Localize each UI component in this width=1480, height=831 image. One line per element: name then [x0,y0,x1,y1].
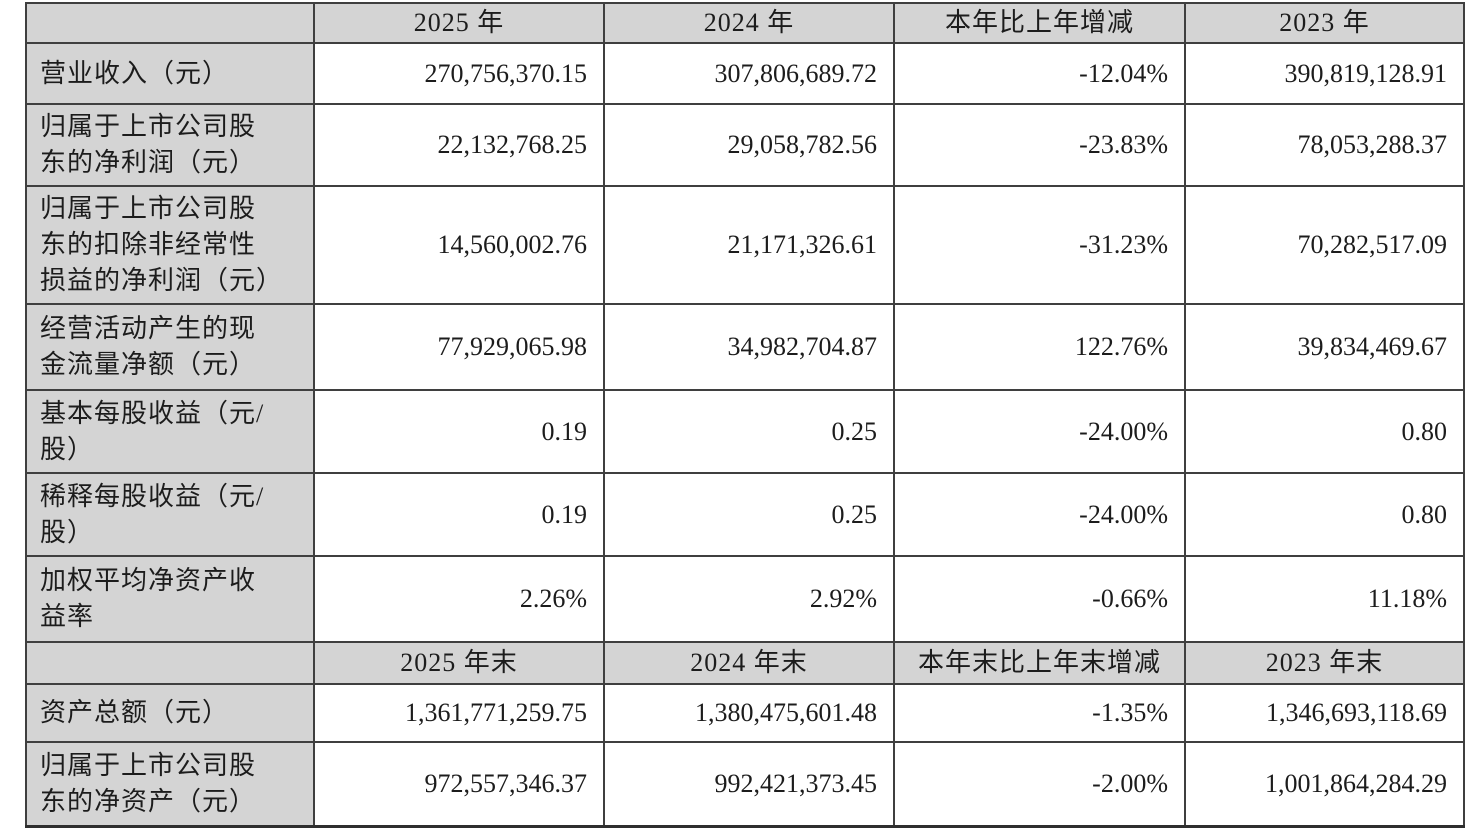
value-cell-2025: 22,132,768.25 [313,103,605,187]
key-accounting-indicators-table: 2025 年 2024 年 本年比上年增减 2023 年 营业收入（元） 270… [25,2,1465,828]
table-row-diluted-eps: 稀释每股收益（元/股） 0.19 0.25 -24.00% 0.80 [25,472,1465,557]
header-2023: 2023 年 [1184,2,1465,44]
row-label: 营业收入（元） [25,42,315,105]
value-cell-2025: 2.26% [313,555,605,643]
header-yoy-change: 本年比上年增减 [893,2,1186,44]
value-cell-2023: 0.80 [1184,472,1465,557]
value-cell-change: -23.83% [893,103,1186,187]
header-row-annual: 2025 年 2024 年 本年比上年增减 2023 年 [25,2,1465,44]
table-row-operating-cash-flow: 经营活动产生的现金流量净额（元） 77,929,065.98 34,982,70… [25,303,1465,391]
value-cell-2024: 992,421,373.45 [603,741,895,828]
value-cell-change: 122.76% [893,303,1186,391]
value-cell-2025: 0.19 [313,472,605,557]
value-cell-2023: 78,053,288.37 [1184,103,1465,187]
row-label: 稀释每股收益（元/股） [25,472,315,557]
value-cell-2024: 0.25 [603,472,895,557]
header-2025: 2025 年 [313,2,605,44]
header-blank-cell [25,641,315,685]
table-row-net-assets: 归属于上市公司股东的净资产（元） 972,557,346.37 992,421,… [25,741,1465,828]
row-label: 归属于上市公司股东的净利润（元） [25,103,315,187]
value-cell-2024: 307,806,689.72 [603,42,895,105]
value-cell-change: -31.23% [893,185,1186,305]
value-cell-change: -2.00% [893,741,1186,828]
value-cell-2024: 29,058,782.56 [603,103,895,187]
value-cell-2023: 70,282,517.09 [1184,185,1465,305]
value-cell-2023: 11.18% [1184,555,1465,643]
row-label: 加权平均净资产收益率 [25,555,315,643]
row-label: 资产总额（元） [25,683,315,743]
table-row-revenue: 营业收入（元） 270,756,370.15 307,806,689.72 -1… [25,42,1465,105]
row-label: 基本每股收益（元/股） [25,389,315,474]
table-row-basic-eps: 基本每股收益（元/股） 0.19 0.25 -24.00% 0.80 [25,389,1465,474]
value-cell-change: -24.00% [893,472,1186,557]
value-cell-2025: 972,557,346.37 [313,741,605,828]
header-2023-end: 2023 年末 [1184,641,1465,685]
row-label: 归属于上市公司股东的扣除非经常性损益的净利润（元） [25,185,315,305]
value-cell-2024: 1,380,475,601.48 [603,683,895,743]
row-label: 经营活动产生的现金流量净额（元） [25,303,315,391]
table-row-total-assets: 资产总额（元） 1,361,771,259.75 1,380,475,601.4… [25,683,1465,743]
header-period-end-change: 本年末比上年末增减 [893,641,1186,685]
financial-summary-section: 2025 年 2024 年 本年比上年增减 2023 年 营业收入（元） 270… [25,2,1465,828]
value-cell-2023: 0.80 [1184,389,1465,474]
table-row-weighted-avg-roe: 加权平均净资产收益率 2.26% 2.92% -0.66% 11.18% [25,555,1465,643]
table-row-net-profit: 归属于上市公司股东的净利润（元） 22,132,768.25 29,058,78… [25,103,1465,187]
table-row-net-profit-excl-nonrecurring: 归属于上市公司股东的扣除非经常性损益的净利润（元） 14,560,002.76 … [25,185,1465,305]
header-2024: 2024 年 [603,2,895,44]
value-cell-2025: 0.19 [313,389,605,474]
header-2024-end: 2024 年末 [603,641,895,685]
header-2025-end: 2025 年末 [313,641,605,685]
value-cell-change: -1.35% [893,683,1186,743]
header-row-period-end: 2025 年末 2024 年末 本年末比上年末增减 2023 年末 [25,641,1465,685]
value-cell-2025: 270,756,370.15 [313,42,605,105]
value-cell-2023: 1,001,864,284.29 [1184,741,1465,828]
value-cell-2024: 21,171,326.61 [603,185,895,305]
value-cell-2023: 390,819,128.91 [1184,42,1465,105]
value-cell-2024: 2.92% [603,555,895,643]
value-cell-change: -0.66% [893,555,1186,643]
value-cell-2025: 1,361,771,259.75 [313,683,605,743]
value-cell-change: -12.04% [893,42,1186,105]
value-cell-change: -24.00% [893,389,1186,474]
value-cell-2024: 34,982,704.87 [603,303,895,391]
value-cell-2023: 1,346,693,118.69 [1184,683,1465,743]
value-cell-2024: 0.25 [603,389,895,474]
value-cell-2025: 14,560,002.76 [313,185,605,305]
row-label: 归属于上市公司股东的净资产（元） [25,741,315,828]
value-cell-2023: 39,834,469.67 [1184,303,1465,391]
value-cell-2025: 77,929,065.98 [313,303,605,391]
header-blank-cell [25,2,315,44]
